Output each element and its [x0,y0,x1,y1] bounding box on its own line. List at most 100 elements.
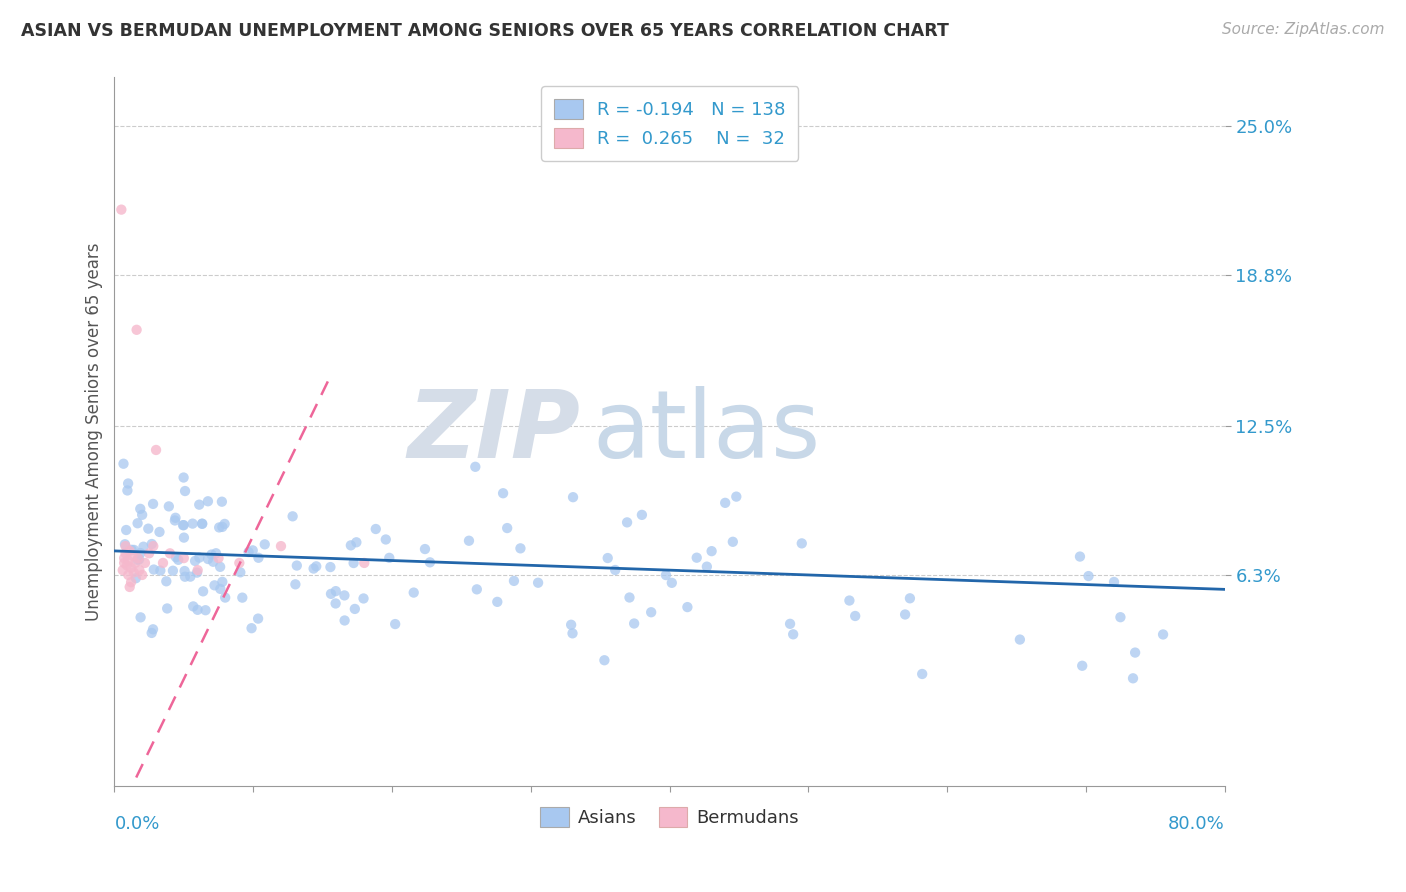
Point [125,571,148,585]
Point [142,563,165,577]
Point [188,550,211,565]
Point [115,558,138,573]
Point [155,574,177,589]
Point [894,607,917,622]
Point [413,542,436,557]
Point [247,550,270,565]
Point [623,616,645,631]
Point [122,542,145,557]
Point [782,627,804,641]
Point [142,497,165,511]
Text: 80.0%: 80.0% [1168,815,1225,833]
Point [384,617,406,632]
Point [364,522,387,536]
Point [898,591,921,606]
Point [242,543,264,558]
Point [138,546,160,560]
Point [419,555,441,569]
Point [374,533,396,547]
Point [129,501,152,516]
Point [402,585,425,599]
Point [1122,671,1144,685]
Point [191,584,214,599]
Point [127,551,149,566]
Point [118,580,141,594]
Point [159,546,181,560]
Point [173,531,195,545]
Point [120,575,142,590]
Point [844,609,866,624]
Point [325,584,347,599]
Point [721,534,744,549]
Point [343,556,366,570]
Point [285,558,308,573]
Point [211,574,233,589]
Point [343,602,366,616]
Point [173,564,195,578]
Point [110,202,132,217]
Point [1071,658,1094,673]
Point [129,546,152,560]
Point [1152,627,1174,641]
Point [486,595,509,609]
Point [253,537,276,551]
Point [464,459,486,474]
Point [640,605,662,619]
Text: 0.0%: 0.0% [114,815,160,833]
Point [197,552,219,566]
Point [141,537,163,551]
Point [1077,569,1099,583]
Point [353,556,375,570]
Point [148,524,170,539]
Point [187,563,209,577]
Point [163,513,186,527]
Point [117,476,139,491]
Point [127,516,149,531]
Point [378,550,401,565]
Point [117,568,139,582]
Point [122,566,145,580]
Point [229,566,252,580]
Point [141,626,163,640]
Point [631,508,654,522]
Point [205,546,228,560]
Point [465,582,488,597]
Point [112,457,135,471]
Point [214,591,236,605]
Point [302,561,325,575]
Point [174,570,197,584]
Point [184,554,207,568]
Point [121,549,143,563]
Point [179,569,201,583]
Point [228,556,250,570]
Point [128,563,150,577]
Point [145,442,167,457]
Point [173,470,195,484]
Point [132,540,155,554]
Point [1069,549,1091,564]
Point [142,622,165,636]
Point [162,564,184,578]
Point [191,516,214,531]
Point [661,575,683,590]
Point [284,577,307,591]
Point [188,498,211,512]
Point [131,508,153,522]
Point [136,522,159,536]
Point [305,559,328,574]
Point [200,548,222,562]
Point [676,600,699,615]
Point [157,500,180,514]
Point [152,556,174,570]
Point [204,578,226,592]
Point [725,490,748,504]
Point [838,593,860,607]
Point [209,559,232,574]
Point [344,535,367,549]
Point [125,323,148,337]
Y-axis label: Unemployment Among Seniors over 65 years: Unemployment Among Seniors over 65 years [86,243,103,621]
Point [118,544,141,558]
Point [120,560,142,574]
Point [172,518,194,533]
Point [149,564,172,578]
